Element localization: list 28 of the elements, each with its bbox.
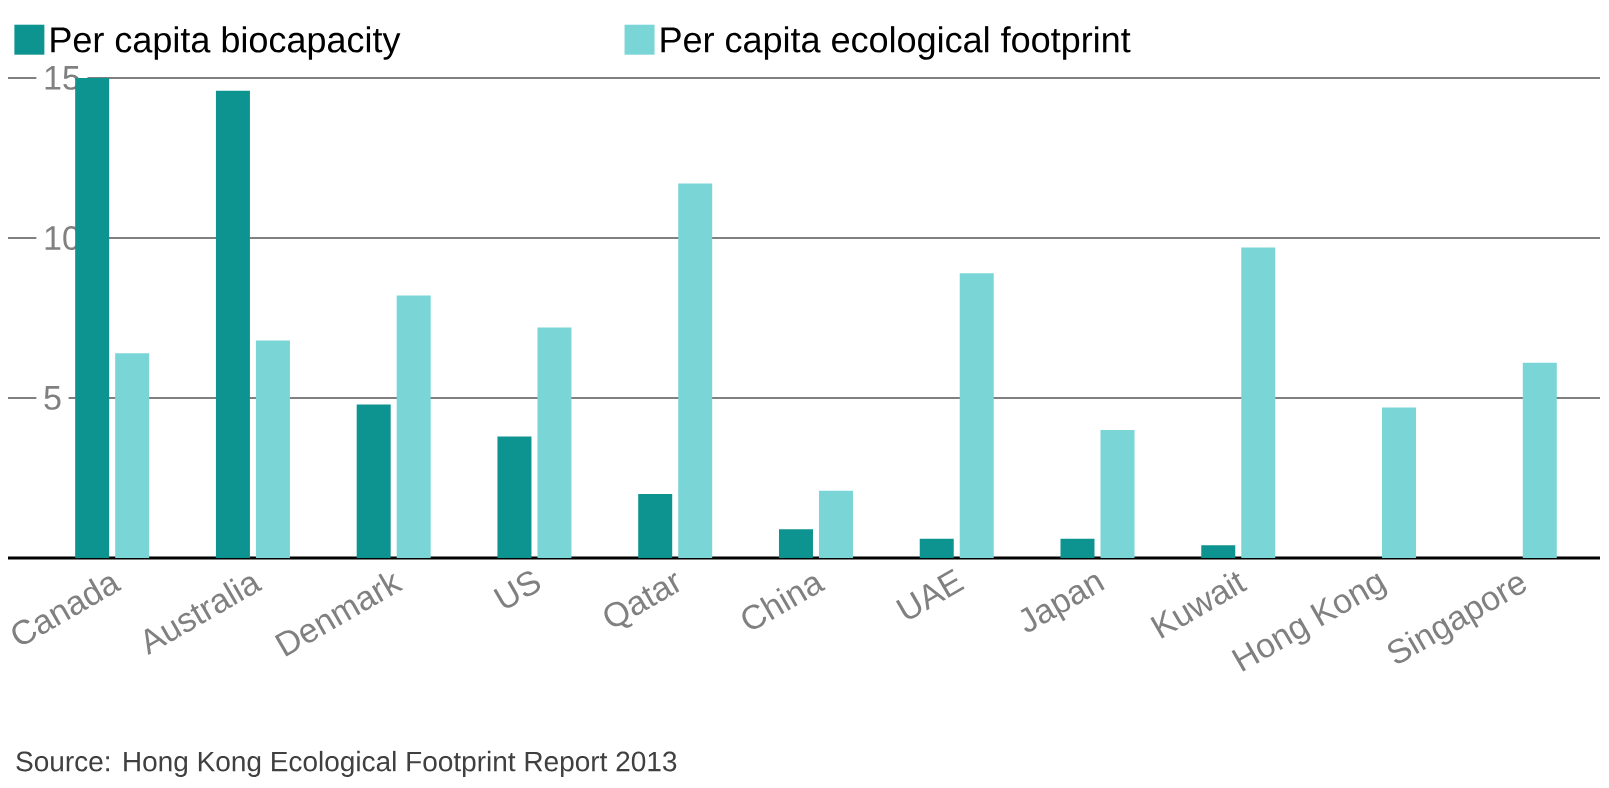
bar <box>919 538 954 558</box>
legend-label: Per capita biocapacity <box>51 26 401 60</box>
bar <box>959 273 994 558</box>
bar <box>1382 407 1417 558</box>
y-tick-label: 5 <box>44 386 61 410</box>
bar <box>1522 362 1557 558</box>
bar <box>497 436 532 558</box>
x-tick-label: China <box>742 576 826 629</box>
bar <box>1201 545 1236 558</box>
bar <box>537 327 572 558</box>
bar <box>396 295 431 558</box>
bar <box>115 353 150 558</box>
bar <box>778 529 813 558</box>
bar <box>678 183 713 558</box>
bar <box>818 490 853 558</box>
source-note: Source: Hong Kong Ecological Footprint Report 2013 <box>16 750 677 777</box>
x-tick-label: UAE <box>895 568 965 619</box>
bar <box>638 494 673 558</box>
x-tick-label: Qatar <box>604 572 680 628</box>
x-tick-label: Japan <box>1020 574 1105 632</box>
bar <box>1100 430 1135 558</box>
x-tick-label: US <box>493 571 541 608</box>
bar <box>1241 247 1276 558</box>
bar <box>215 90 250 558</box>
bar <box>255 340 290 558</box>
bar <box>356 404 391 558</box>
legend-label: Per capita ecological footprint <box>661 26 1131 60</box>
bar <box>1060 538 1095 558</box>
